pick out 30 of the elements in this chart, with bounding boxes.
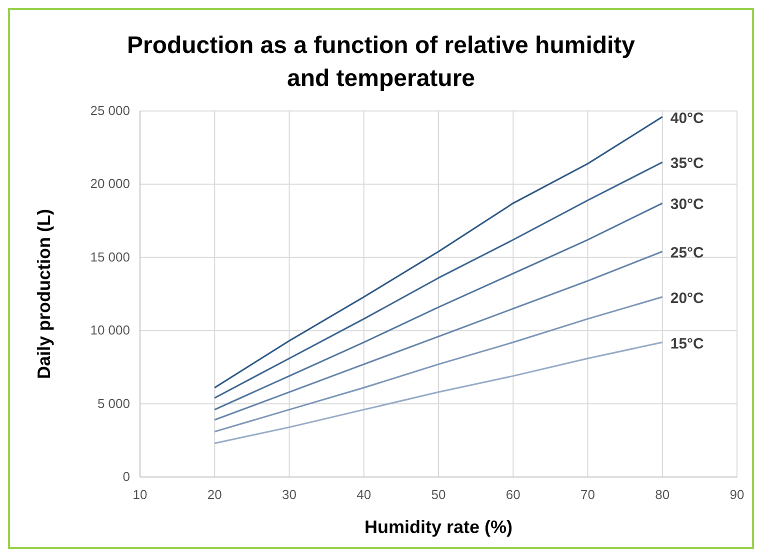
series-label: 15°C xyxy=(670,335,704,352)
line-series xyxy=(214,342,664,444)
line-series xyxy=(214,250,664,421)
line-series xyxy=(214,116,664,388)
y-tick-label: 10 000 xyxy=(90,322,130,338)
series-label: 25°C xyxy=(670,244,704,262)
series-label: 20°C xyxy=(670,290,704,307)
series-label: 35°C xyxy=(670,155,704,172)
line-series xyxy=(214,296,664,432)
x-tick-label: 50 xyxy=(431,487,446,502)
y-tick-label: 15 000 xyxy=(90,249,130,264)
y-tick-label: 25 000 xyxy=(90,103,130,118)
chart-title: Production as a function of relative humidity and temperature xyxy=(126,32,636,92)
y-tick-label: 0 xyxy=(122,469,130,484)
x-axis-title: Humidity rate (%) xyxy=(364,517,513,537)
x-tick-label: 80 xyxy=(655,487,670,502)
line-series xyxy=(214,202,664,410)
x-tick-label: 90 xyxy=(730,487,744,502)
x-tick-label: 40 xyxy=(356,487,372,502)
y-tick-label: 5 000 xyxy=(97,396,130,411)
x-tick-label: 70 xyxy=(580,487,595,502)
x-tick-label: 10 xyxy=(132,487,148,502)
series-label: 30°C xyxy=(670,196,704,214)
x-tick-label: 30 xyxy=(282,487,296,502)
y-axis-title: Daily production (L) xyxy=(34,209,54,379)
series-label: 40°C xyxy=(670,110,704,127)
y-tick-label: 20 000 xyxy=(90,176,130,192)
x-tick-label: 60 xyxy=(506,487,520,502)
line-series xyxy=(214,161,664,399)
x-tick-label: 20 xyxy=(207,487,222,502)
